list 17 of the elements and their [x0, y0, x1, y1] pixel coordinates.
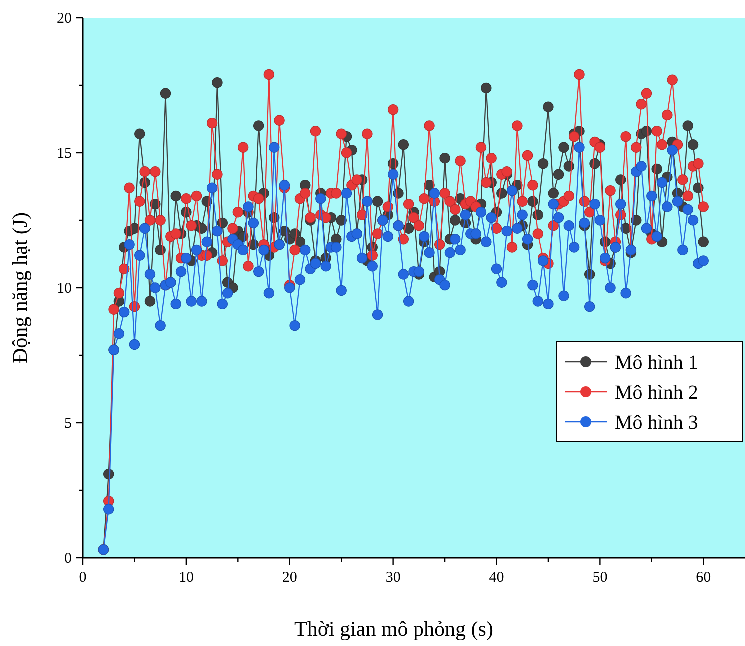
y-tick-label: 5 [64, 416, 72, 432]
x-tick-label: 10 [178, 570, 194, 586]
y-tick-label: 10 [57, 281, 72, 297]
y-tick-label: 0 [64, 551, 72, 567]
x-tick-label: 0 [79, 570, 87, 586]
y-axis-title: Động năng hạt (J) [8, 212, 32, 364]
y-tick-label: 15 [57, 146, 72, 162]
x-tick-label: 40 [489, 570, 504, 586]
legend-label: Mô hình 2 [615, 382, 698, 404]
x-tick-label: 30 [386, 570, 401, 586]
x-axis-title: Thời gian mô phỏng (s) [294, 617, 494, 641]
legend-label: Mô hình 3 [615, 412, 698, 434]
x-tick-label: 60 [696, 570, 712, 586]
x-tick-label: 50 [592, 570, 608, 586]
y-tick-label: 20 [57, 11, 72, 27]
x-tick-label: 20 [282, 570, 298, 586]
legend-label: Mô hình 1 [615, 352, 698, 374]
